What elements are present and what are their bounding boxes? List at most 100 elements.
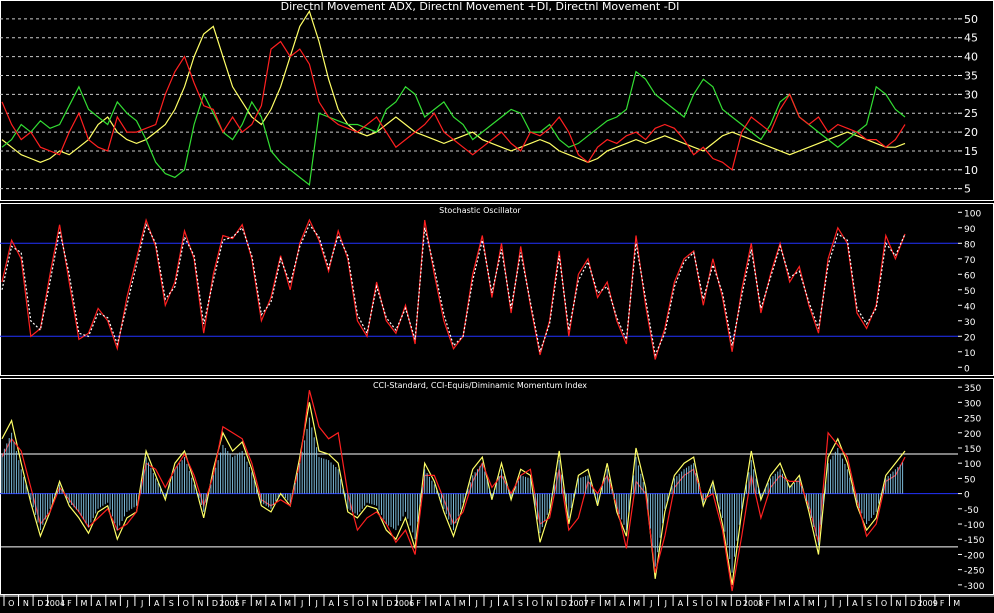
y-tick-label: 40 (964, 51, 978, 64)
x-tick-label: A (619, 599, 625, 608)
x-tick-label: N (546, 599, 552, 608)
x-tick-label: F (591, 599, 596, 608)
x-tick-label: J (649, 599, 652, 608)
x-tick-label: 2009 (917, 599, 937, 608)
x-tick-label: O (706, 599, 712, 608)
x-tick-label: 2007 (568, 599, 588, 608)
x-tick-label: F (416, 599, 421, 608)
x-tick-label: J (300, 599, 303, 608)
x-tick-label: N (197, 599, 203, 608)
x-tick-label: F (765, 599, 770, 608)
y-tick-label: 20 (964, 126, 978, 139)
x-tick-label: M (430, 599, 437, 608)
y-tick-label: 30 (964, 88, 978, 101)
x-tick-label: J (489, 599, 492, 608)
x-tick-label: O (881, 599, 887, 608)
x-tick-label: 2004 (45, 599, 65, 608)
y-tick-label: 10 (964, 164, 978, 177)
panel-1: 0 10 20 30 40 50 60 70 80 90 100 Stochastic Oscilla… (0, 203, 994, 376)
y-tick-label: 350 (964, 384, 981, 394)
y-tick-label: 100 (964, 460, 981, 470)
x-tick-label: D (37, 599, 43, 608)
y-tick-label: 35 (964, 69, 978, 82)
y-tick-label: 40 (964, 302, 976, 312)
x-tick-label: A (96, 599, 102, 608)
y-tick-label: 15 (964, 145, 978, 158)
y-tick-label: 50 (964, 475, 976, 485)
x-tick-label: A (503, 599, 509, 608)
x-tick-label: F (242, 599, 247, 608)
y-tick-label: -250 (964, 567, 985, 577)
x-tick-label: A (678, 599, 684, 608)
x-tick-label: J (475, 599, 478, 608)
x-tick-label: J (824, 599, 827, 608)
x-tick-label: M (81, 599, 88, 608)
y-tick-label: 5 (964, 183, 971, 196)
y-tick-label: 0 (964, 491, 970, 501)
x-tick-label: A (794, 599, 800, 608)
panel-title: Stochastic Oscillator (439, 206, 521, 215)
y-tick-label: 20 (964, 333, 976, 343)
x-tick-label: M (808, 599, 815, 608)
panel-0: 5 10 15 20 25 30 35 40 45 50 Directnl Movement ADX… (0, 0, 994, 201)
x-tick-label: A (329, 599, 335, 608)
x-tick-label: F (67, 599, 72, 608)
x-tick-label: N (372, 599, 378, 608)
x-tick-label: J (664, 599, 667, 608)
x-tick-label: O (357, 599, 363, 608)
x-tick-label: O (532, 599, 538, 608)
x-tick-label: S (518, 599, 523, 608)
x-tick-label: J (315, 599, 318, 608)
x-tick-label: 2006 (394, 599, 414, 608)
x-tick-label: M (604, 599, 611, 608)
y-tick-label: 50 (964, 287, 976, 297)
y-tick-label: 0 (964, 364, 970, 374)
panel-title: Directnl Movement ADX, Directnl Movement… (281, 0, 680, 13)
x-tick-label: M (953, 599, 960, 608)
y-tick-label: 80 (964, 240, 976, 250)
y-tick-label: -100 (964, 521, 985, 531)
x-tick-label: O (8, 599, 14, 608)
x-tick-label: M (284, 599, 291, 608)
x-tick-label: A (852, 599, 858, 608)
x-tick-label: N (23, 599, 29, 608)
x-tick-label: A (154, 599, 160, 608)
y-tick-label: 10 (964, 349, 976, 359)
x-tick-label: S (343, 599, 348, 608)
x-tick-label: A (445, 599, 451, 608)
x-tick-label: D (735, 599, 741, 608)
series-line-d (1, 222, 906, 357)
x-tick-label: N (896, 599, 902, 608)
y-tick-label: 45 (964, 32, 978, 45)
y-tick-label: 250 (964, 415, 981, 425)
y-tick-label: 60 (964, 271, 976, 281)
x-tick-label: 2008 (743, 599, 763, 608)
x-tick-label: D (386, 599, 392, 608)
x-tick-label: 2005 (219, 599, 239, 608)
x-tick-label: A (270, 599, 276, 608)
y-tick-label: 25 (964, 107, 978, 120)
series-line-plus_di (1, 70, 906, 187)
y-tick-label: 100 (964, 209, 981, 219)
x-tick-label: S (692, 599, 697, 608)
x-tick-label: S (867, 599, 872, 608)
x-tick-label: S (169, 599, 174, 608)
x-tick-label: D (212, 599, 218, 608)
x-tick-label: M (110, 599, 117, 608)
x-tick-label: F (940, 599, 945, 608)
y-tick-label: -150 (964, 536, 985, 546)
x-tick-label: O (183, 599, 189, 608)
x-tick-label: D (561, 599, 567, 608)
x-tick-label: M (779, 599, 786, 608)
y-tick-label: 50 (964, 13, 978, 26)
x-tick-label: M (255, 599, 262, 608)
series-line-minus_di (1, 40, 906, 171)
y-tick-label: 300 (964, 399, 981, 409)
x-tick-label: J (838, 599, 841, 608)
y-tick-label: 70 (964, 256, 976, 266)
x-tick-label: N (721, 599, 727, 608)
y-tick-label: -300 (964, 582, 985, 592)
panel-title: CCI-Standard, CCI-Equis/Diminamic Moment… (373, 381, 587, 390)
